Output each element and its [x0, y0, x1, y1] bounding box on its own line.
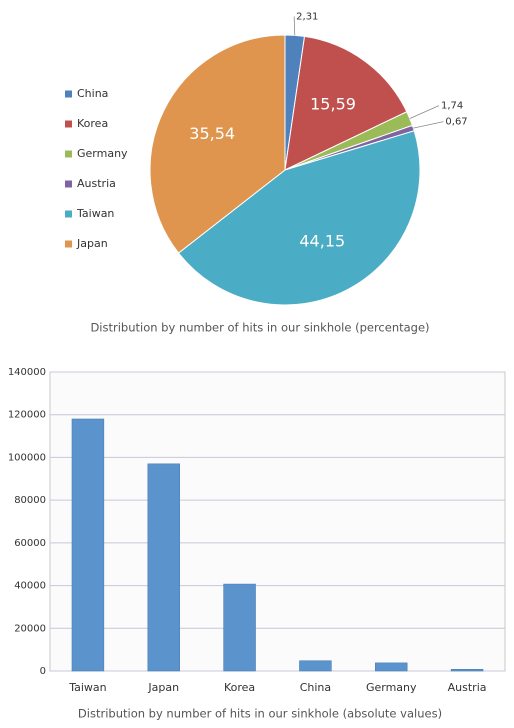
x-tick-label: Taiwan	[68, 681, 106, 694]
legend-label: Austria	[77, 177, 116, 190]
bar	[375, 662, 408, 672]
x-tick-label: Japan	[147, 681, 179, 694]
x-tick-label: Korea	[224, 681, 255, 694]
bar	[450, 668, 484, 672]
data-label: 44,15	[299, 231, 345, 250]
y-tick-label: 140000	[8, 367, 46, 378]
pie-slice	[284, 35, 408, 171]
data-label: 1,74	[441, 101, 463, 112]
legend-label: Korea	[77, 117, 108, 130]
bar	[71, 418, 105, 672]
leader-line	[409, 105, 440, 119]
chart-caption: Distribution by number of hits in our si…	[90, 321, 429, 335]
plot-area	[49, 371, 506, 672]
legend-swatch	[65, 180, 72, 188]
legend-swatch	[65, 240, 72, 248]
bar	[147, 463, 180, 672]
bar	[223, 583, 256, 672]
y-tick-label: 20000	[14, 623, 46, 634]
pie-slice	[177, 130, 421, 306]
legend-swatch	[65, 150, 72, 158]
legend-swatch	[65, 210, 72, 218]
leader-line	[413, 121, 444, 129]
legend-label: Japan	[76, 237, 108, 250]
y-tick-label: 60000	[14, 538, 46, 549]
data-label: 2,31	[296, 12, 318, 23]
legend-swatch	[65, 90, 72, 98]
chart-caption: Distribution by number of hits in our si…	[78, 707, 442, 721]
leader-line	[293, 16, 296, 36]
data-label: 0,67	[445, 117, 467, 128]
data-label: 35,54	[189, 124, 235, 143]
x-tick-label: Germany	[366, 681, 417, 694]
legend-label: China	[77, 87, 108, 100]
legend-label: Germany	[77, 147, 128, 160]
y-tick-label: 100000	[8, 452, 46, 463]
y-tick-label: 120000	[8, 410, 46, 421]
y-tick-label: 80000	[14, 495, 46, 506]
x-tick-label: China	[300, 681, 331, 694]
data-label: 15,59	[310, 94, 356, 113]
y-tick-label: 0	[40, 666, 46, 677]
pie-slice	[149, 34, 286, 254]
y-tick-label: 40000	[14, 581, 46, 592]
bar	[299, 660, 332, 672]
legend-swatch	[65, 120, 72, 128]
x-tick-label: Austria	[448, 681, 487, 694]
legend-label: Taiwan	[76, 207, 114, 220]
